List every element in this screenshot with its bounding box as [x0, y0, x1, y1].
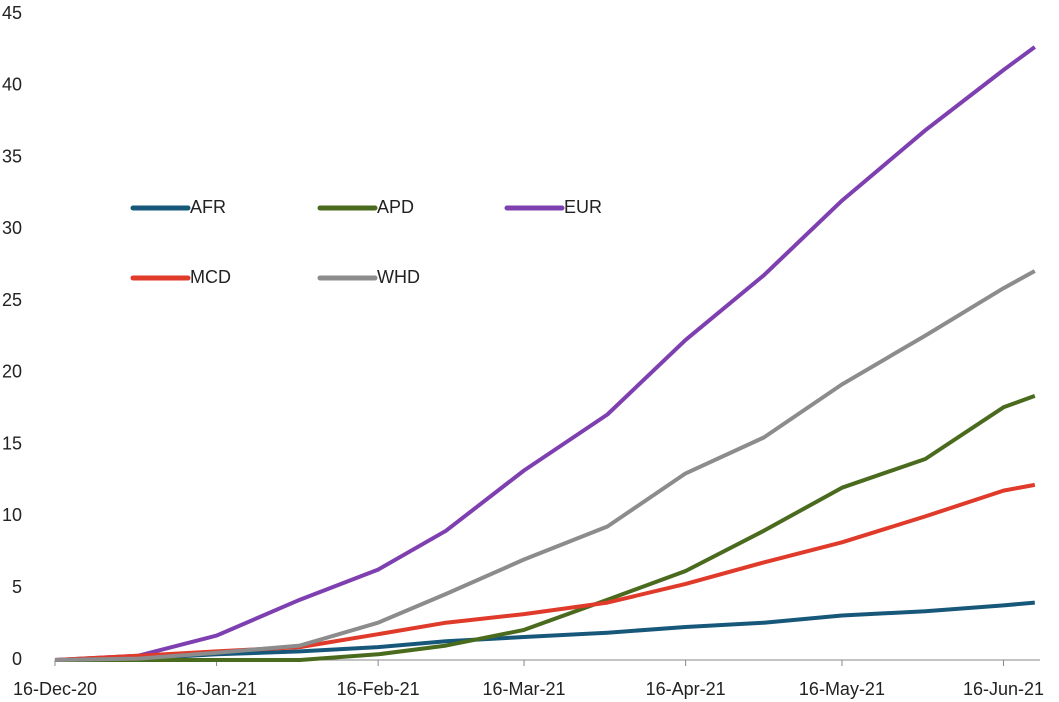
series-line: [54, 482, 1036, 662]
y-tick-label: 45: [2, 3, 22, 23]
legend-label: AFR: [190, 197, 226, 217]
y-tick-label: 15: [2, 433, 22, 453]
series-line: [54, 269, 1036, 662]
y-tick-label: 30: [2, 218, 22, 238]
series-line: [55, 394, 1036, 662]
legend-label: WHD: [377, 267, 420, 287]
y-tick-label: 10: [2, 505, 22, 525]
x-tick-label: 16-May-21: [799, 679, 885, 699]
y-tick-label: 25: [2, 290, 22, 310]
y-tick-label: 5: [12, 577, 22, 597]
series-line: [54, 45, 1036, 662]
legend-label: APD: [377, 197, 414, 217]
legend-label: EUR: [564, 197, 602, 217]
x-tick-label: 16-Jun-21: [963, 679, 1044, 699]
y-tick-label: 0: [12, 649, 22, 669]
y-tick-label: 40: [2, 75, 22, 95]
x-tick-label: 16-Jan-21: [176, 679, 257, 699]
x-tick-label: 16-Mar-21: [483, 679, 566, 699]
x-tick-label: 16-Feb-21: [337, 679, 420, 699]
series-line: [54, 600, 1035, 662]
x-tick-label: 16-Apr-21: [646, 679, 726, 699]
x-tick-label: 16-Dec-20: [13, 679, 97, 699]
y-tick-label: 20: [2, 362, 22, 382]
y-tick-label: 35: [2, 146, 22, 166]
legend-label: MCD: [190, 267, 231, 287]
